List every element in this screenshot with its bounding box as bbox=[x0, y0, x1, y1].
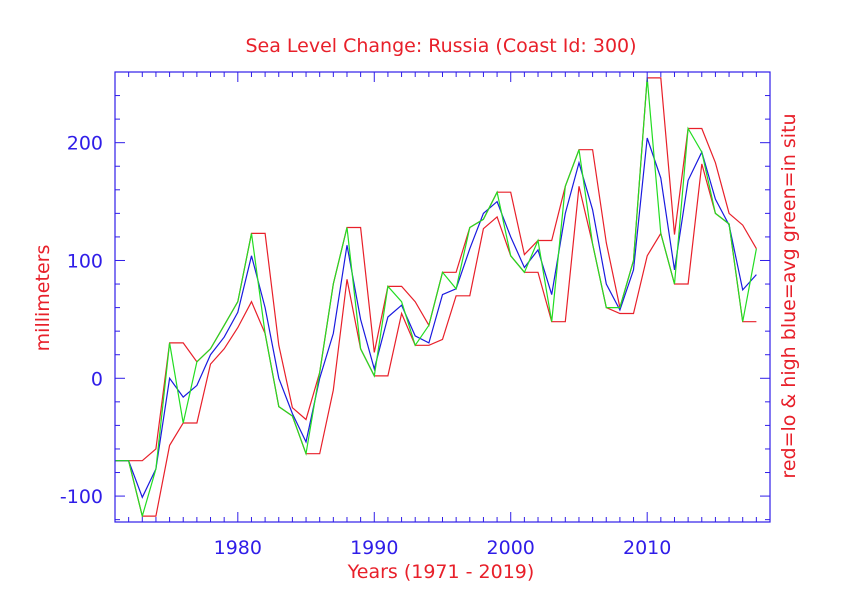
plot-frame bbox=[114, 71, 771, 523]
axes-layer: 1980 1990 2000 2010 -100 0 100 200 bbox=[60, 71, 771, 559]
chart-title: Sea Level Change: Russia (Coast Id: 300) bbox=[245, 35, 636, 57]
y-tick-label: 0 bbox=[91, 368, 103, 390]
x-tick-label: 1990 bbox=[350, 537, 398, 559]
series-line-low bbox=[115, 163, 757, 517]
x-tick-label: 1980 bbox=[214, 537, 262, 559]
series-layer bbox=[115, 77, 757, 519]
y-tick-label: -100 bbox=[60, 486, 103, 508]
y-tick-label: 200 bbox=[67, 133, 103, 155]
series-line-avg bbox=[115, 137, 757, 499]
y-axis-label: millimeters bbox=[32, 245, 54, 352]
y-tick-label: 100 bbox=[67, 250, 103, 272]
series-line-in-situ bbox=[115, 77, 757, 519]
series-line-high bbox=[115, 77, 757, 462]
y2-axis-label: red=lo & high blue=avg green=in situ bbox=[778, 113, 800, 478]
x-tick-label: 2000 bbox=[487, 537, 535, 559]
x-axis-label: Years (1971 - 2019) bbox=[347, 561, 535, 583]
x-tick-label: 2010 bbox=[623, 537, 671, 559]
